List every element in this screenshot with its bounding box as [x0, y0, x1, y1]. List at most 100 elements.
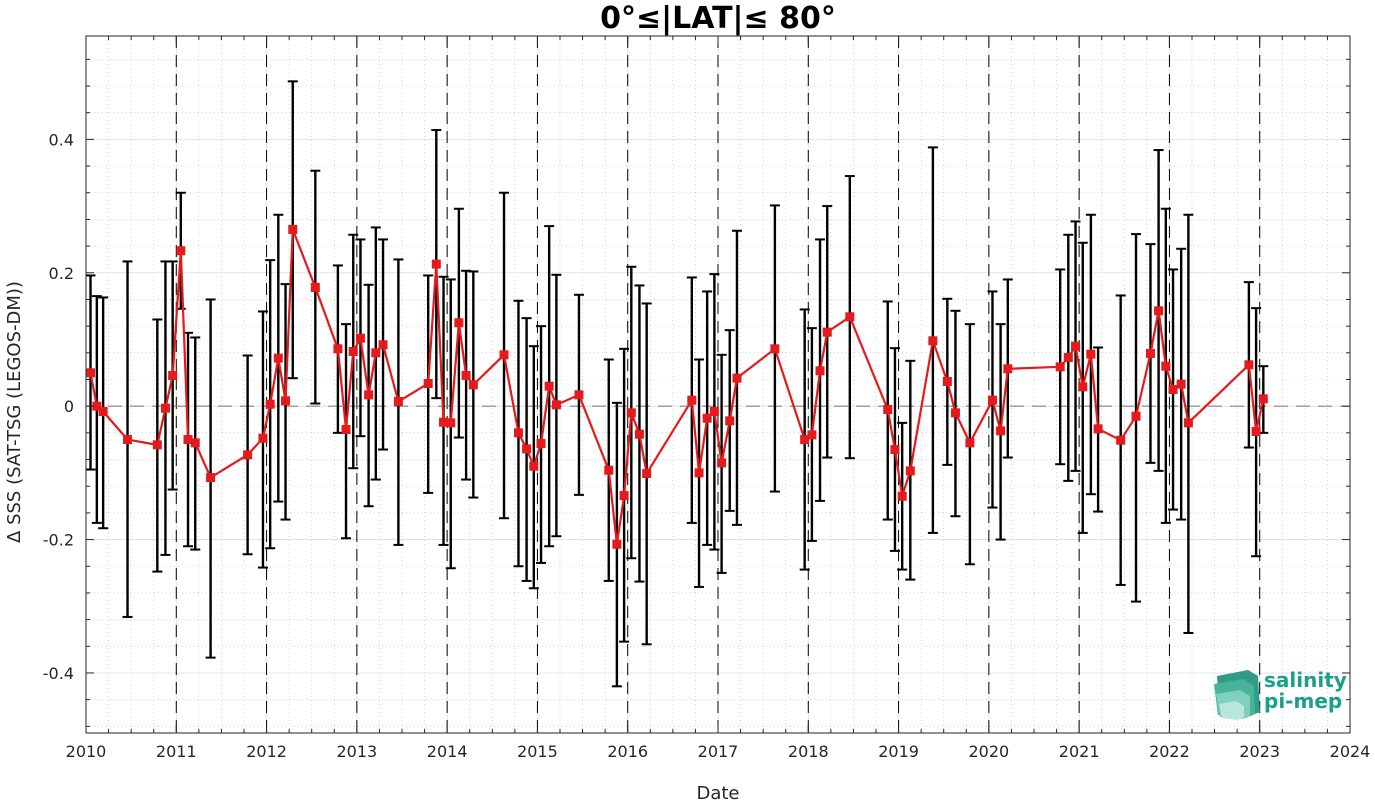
data-point [152, 440, 162, 450]
data-point [996, 426, 1006, 436]
data-point [694, 468, 704, 478]
data-point [273, 353, 283, 363]
data-point [288, 224, 298, 234]
y-tick-label: 0.4 [49, 130, 74, 149]
salinity-pi-mep-logo: salinity pi-mep [1214, 668, 1347, 720]
data-point [431, 259, 441, 269]
data-point [86, 368, 96, 378]
y-tick-label: 0 [64, 397, 74, 416]
data-point [950, 408, 960, 418]
data-point [393, 397, 403, 407]
data-point [905, 466, 915, 476]
data-point [333, 344, 343, 354]
data-point [574, 390, 584, 400]
x-tick-label: 2013 [336, 742, 377, 761]
x-tick-label: 2020 [968, 742, 1009, 761]
data-point [348, 346, 358, 356]
data-point [1183, 418, 1193, 428]
data-point [98, 407, 108, 417]
data-point [702, 413, 712, 423]
data-point [378, 340, 388, 350]
data-point [1258, 394, 1268, 404]
data-point [265, 399, 275, 409]
data-point [822, 327, 832, 337]
plot-frame [85, 35, 1351, 734]
data-point [1244, 360, 1254, 370]
data-point [536, 439, 546, 449]
data-point [709, 407, 719, 417]
data-point [123, 435, 133, 445]
x-axis-label: Date [696, 783, 739, 801]
x-tick-label: 2018 [788, 742, 829, 761]
data-point [1176, 379, 1186, 389]
data-point [717, 458, 727, 468]
data-point [883, 405, 893, 415]
x-tick-label: 2014 [427, 742, 468, 761]
data-point [897, 491, 907, 501]
data-point [1063, 352, 1073, 362]
data-point [341, 425, 351, 435]
x-tick-label: 2016 [607, 742, 648, 761]
data-point [642, 469, 652, 479]
data-point [551, 400, 561, 410]
data-point [1251, 427, 1261, 437]
data-point [965, 438, 975, 448]
data-point [1154, 306, 1164, 316]
data-point [942, 376, 952, 386]
logo-line1: salinity [1264, 668, 1347, 692]
chart-title: 0°≤|LAT|≤ 80° [600, 1, 836, 36]
series-polyline [89, 228, 1265, 546]
data-point [544, 381, 554, 391]
data-point [604, 465, 614, 475]
data-point [160, 403, 170, 413]
x-tick-label: 2021 [1059, 742, 1100, 761]
data-point [355, 333, 365, 343]
x-tick-label: 2024 [1330, 742, 1371, 761]
data-point [1055, 362, 1065, 372]
data-point [1093, 424, 1103, 434]
data-point [468, 380, 478, 390]
data-point [1003, 364, 1013, 374]
data-point [423, 378, 433, 388]
data-point [1078, 382, 1088, 392]
data-point [800, 435, 810, 445]
data-point [499, 350, 509, 360]
data-point [513, 428, 523, 438]
data-point [1131, 411, 1141, 421]
error-bars [85, 80, 1269, 688]
wave-logo-icon [1214, 670, 1260, 720]
data-point [626, 408, 636, 418]
data-point [281, 396, 291, 406]
data-point [807, 430, 817, 440]
data-point [371, 348, 381, 358]
y-tick-labels: -0.4 -0.2 0 0.2 0.4 [43, 130, 74, 683]
data-point [732, 373, 742, 383]
series-markers [86, 224, 1268, 549]
data-point [928, 336, 938, 346]
data-point [446, 418, 456, 428]
y-tick-label: -0.2 [43, 531, 74, 550]
series-line [89, 228, 1265, 546]
year-dashed-lines [175, 36, 1261, 733]
data-point [890, 445, 900, 455]
data-point [1071, 341, 1081, 351]
data-point [612, 539, 622, 549]
x-tick-label: 2019 [878, 742, 919, 761]
data-point [461, 370, 471, 380]
x-tick-label: 2023 [1239, 742, 1280, 761]
data-point [1168, 385, 1178, 395]
data-point [725, 416, 735, 426]
y-tick-label: 0.2 [49, 264, 74, 283]
data-point [815, 366, 825, 376]
x-tick-label: 2012 [246, 742, 287, 761]
x-tick-label: 2011 [156, 742, 197, 761]
data-point [770, 344, 780, 354]
data-point [310, 282, 320, 292]
data-point [634, 429, 644, 439]
data-point [987, 395, 997, 405]
data-point [364, 390, 374, 400]
data-point [1161, 361, 1171, 371]
data-point [619, 491, 629, 501]
data-point [1116, 435, 1126, 445]
